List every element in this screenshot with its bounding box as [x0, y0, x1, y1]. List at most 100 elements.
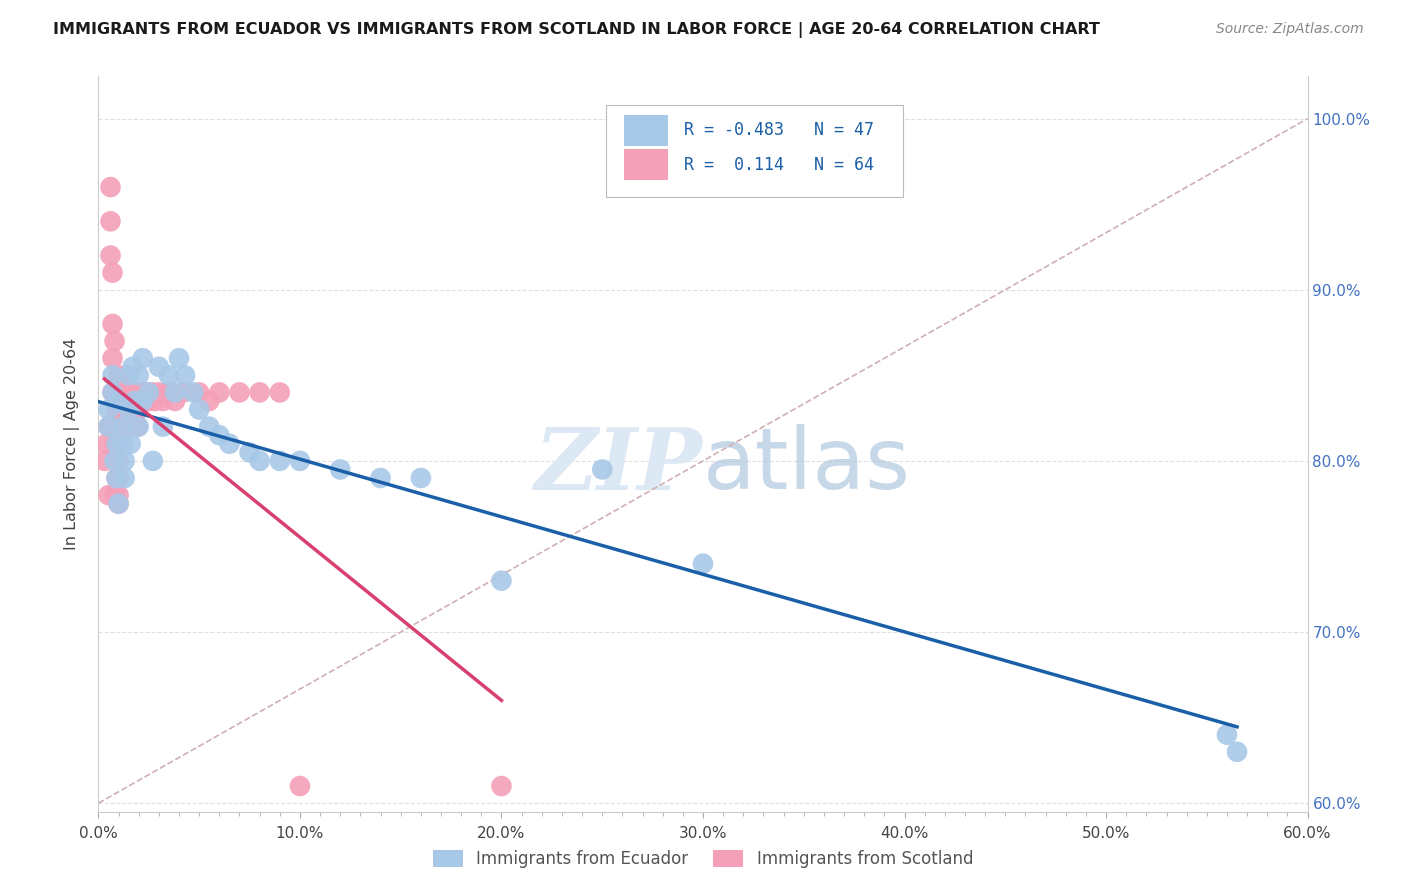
Point: [172, 385, 194, 400]
Point: [120, 436, 142, 450]
Point: [142, 385, 165, 400]
Point: [198, 394, 221, 409]
Point: [100, 214, 122, 228]
Point: [128, 394, 150, 409]
Point: [152, 419, 174, 434]
Text: R =  0.114   N = 64: R = 0.114 N = 64: [683, 156, 873, 174]
Point: [188, 402, 211, 417]
Point: [181, 385, 204, 400]
Point: [118, 368, 141, 383]
Point: [114, 454, 136, 468]
Point: [114, 471, 136, 485]
Point: [107, 488, 129, 502]
Point: [110, 419, 132, 434]
Point: [198, 419, 221, 434]
Point: [218, 436, 240, 450]
Point: [105, 436, 128, 450]
Point: [174, 368, 197, 383]
Point: [269, 454, 291, 468]
Point: [115, 411, 138, 425]
FancyBboxPatch shape: [624, 115, 668, 145]
Point: [107, 497, 129, 511]
Point: [125, 419, 148, 434]
Point: [491, 779, 513, 793]
Point: [100, 180, 122, 194]
Point: [692, 557, 714, 571]
Text: IMMIGRANTS FROM ECUADOR VS IMMIGRANTS FROM SCOTLAND IN LABOR FORCE | AGE 20-64 C: IMMIGRANTS FROM ECUADOR VS IMMIGRANTS FR…: [53, 22, 1101, 38]
Point: [107, 497, 129, 511]
Point: [118, 385, 141, 400]
Point: [128, 419, 150, 434]
Point: [107, 454, 129, 468]
Point: [101, 317, 124, 331]
Point: [269, 385, 291, 400]
Point: [132, 351, 155, 366]
Point: [163, 394, 186, 409]
Point: [105, 471, 128, 485]
Point: [111, 419, 134, 434]
Point: [103, 436, 125, 450]
Point: [208, 385, 231, 400]
Point: [1216, 728, 1239, 742]
Point: [157, 385, 180, 400]
Point: [148, 359, 170, 374]
Point: [128, 385, 150, 400]
Point: [288, 779, 311, 793]
Point: [118, 402, 141, 417]
Point: [100, 248, 122, 262]
Point: [115, 385, 138, 400]
Point: [121, 359, 143, 374]
Point: [591, 462, 613, 476]
Point: [118, 419, 141, 434]
Point: [103, 454, 125, 468]
Point: [124, 402, 146, 417]
Point: [124, 411, 146, 425]
Point: [132, 394, 155, 409]
Point: [163, 385, 186, 400]
Point: [1226, 745, 1249, 759]
Point: [138, 394, 160, 409]
Text: ZIP: ZIP: [536, 424, 703, 508]
Point: [208, 428, 231, 442]
FancyBboxPatch shape: [606, 105, 903, 197]
FancyBboxPatch shape: [624, 149, 668, 180]
Point: [121, 385, 143, 400]
Point: [135, 385, 157, 400]
Point: [105, 402, 128, 417]
Point: [120, 385, 142, 400]
Text: atlas: atlas: [703, 425, 911, 508]
Point: [239, 445, 262, 459]
Point: [409, 471, 432, 485]
Point: [111, 385, 134, 400]
Point: [118, 402, 141, 417]
Text: R = -0.483   N = 47: R = -0.483 N = 47: [683, 121, 873, 139]
Point: [107, 471, 129, 485]
Point: [93, 454, 115, 468]
Point: [111, 436, 134, 450]
Point: [103, 488, 125, 502]
Point: [101, 385, 124, 400]
Point: [329, 462, 352, 476]
Point: [114, 411, 136, 425]
Point: [110, 385, 132, 400]
Point: [101, 266, 124, 280]
Point: [142, 454, 165, 468]
Point: [103, 385, 125, 400]
Point: [107, 385, 129, 400]
Point: [124, 394, 146, 409]
Point: [107, 436, 129, 450]
Point: [97, 402, 120, 417]
Point: [491, 574, 513, 588]
Point: [101, 351, 124, 366]
Point: [138, 385, 160, 400]
Point: [152, 394, 174, 409]
Point: [249, 385, 271, 400]
Point: [114, 376, 136, 391]
Point: [249, 454, 271, 468]
Point: [105, 471, 128, 485]
Point: [97, 488, 120, 502]
Point: [228, 385, 250, 400]
Point: [128, 368, 150, 383]
Text: Source: ZipAtlas.com: Source: ZipAtlas.com: [1216, 22, 1364, 37]
Point: [107, 402, 129, 417]
